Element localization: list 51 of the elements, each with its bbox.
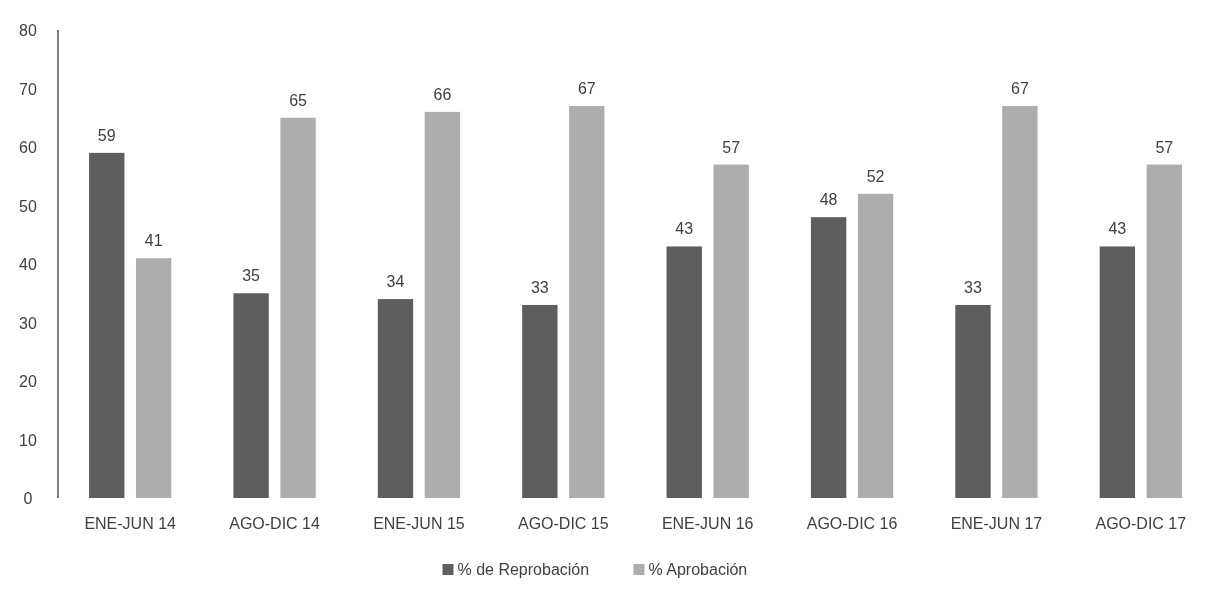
data-label: 33 [530,278,549,296]
bar [810,217,847,498]
x-tick-label: ENE-JUN 15 [373,515,465,532]
bar [377,299,414,498]
bar [666,246,702,498]
bar [713,164,749,498]
data-label: 57 [722,138,741,156]
data-label: 57 [1155,138,1174,156]
y-tick-label: 60 [19,139,37,156]
bar [233,293,269,498]
bar [1146,164,1182,498]
bar [135,258,172,498]
data-label: 67 [577,80,596,98]
data-label: 33 [964,278,982,296]
data-label: 66 [433,85,452,103]
bar [1002,106,1038,498]
x-tick-label: ENE-JUN 14 [84,515,177,532]
legend-label: % Aprobación [648,561,748,578]
data-label: 43 [675,220,694,238]
y-tick-label: 40 [19,256,37,273]
y-tick-label: 30 [19,314,37,332]
x-tick-label: AGO-DIC 17 [1095,515,1187,532]
bar [857,193,894,498]
data-label: 67 [1011,80,1029,98]
y-tick-label: 70 [19,80,37,98]
y-tick-label: 80 [19,22,37,39]
legend-label: % de Reprobación [457,561,590,578]
y-tick-label: 50 [19,197,37,215]
x-tick-label: AGO-DIC 14 [229,515,321,532]
x-tick-label: AGO-DIC 16 [806,515,898,532]
bar [280,117,316,498]
bar [89,152,125,498]
bar [522,304,558,498]
data-label: 43 [1108,220,1127,238]
data-label: 65 [289,91,308,109]
y-tick-label: 0 [23,490,33,507]
bar [1099,246,1136,498]
data-label: 59 [97,126,116,144]
x-tick-label: AGO-DIC 15 [517,515,609,532]
y-tick-label: 20 [19,373,37,390]
bar [955,304,991,498]
data-label: 34 [386,273,405,291]
data-label: 52 [866,167,885,185]
data-label: 35 [242,267,261,285]
data-label: 41 [144,232,163,250]
x-tick-label: ENE-JUN 16 [661,515,754,532]
bar [569,106,605,498]
x-tick-label: ENE-JUN 17 [950,515,1043,532]
bar [424,111,461,498]
data-label: 48 [819,191,838,209]
y-tick-label: 10 [19,431,37,449]
